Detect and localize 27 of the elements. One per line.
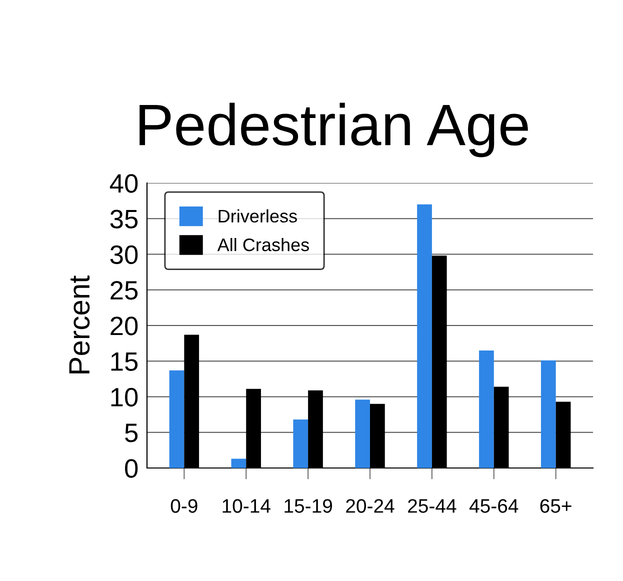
bar	[231, 458, 246, 468]
x-tick-label: 45-64	[469, 499, 518, 513]
y-tick-label: 0	[125, 459, 138, 478]
y-axis-title: Percent	[69, 275, 90, 374]
x-tick-label: 0-9	[170, 499, 198, 513]
y-tick-label: 35	[110, 210, 138, 228]
legend-label: All Crashes	[217, 238, 309, 252]
bar	[293, 420, 308, 468]
bar	[417, 204, 432, 468]
y-tick-label: 5	[125, 424, 138, 442]
bar	[479, 350, 494, 468]
bar	[355, 400, 370, 468]
y-tick-label: 10	[111, 388, 138, 407]
x-tick-label: 10-14	[222, 499, 270, 513]
bar	[169, 370, 184, 468]
x-tick-label: 65+	[540, 499, 572, 513]
x-tick-label: 15-19	[284, 499, 332, 513]
chart-title: Pedestrian Age	[140, 102, 528, 158]
y-tick-label: 25	[110, 281, 138, 300]
y-tick-label: 15	[111, 352, 138, 371]
legend-label: Driverless	[218, 209, 297, 223]
x-tick-label: 25-44	[408, 499, 456, 513]
y-tick-label: 40	[110, 174, 138, 193]
bar	[540, 360, 556, 468]
y-tick-label: 20	[110, 316, 138, 336]
y-tick-label: 30	[110, 245, 138, 264]
x-tick-label: 20-24	[346, 499, 394, 513]
